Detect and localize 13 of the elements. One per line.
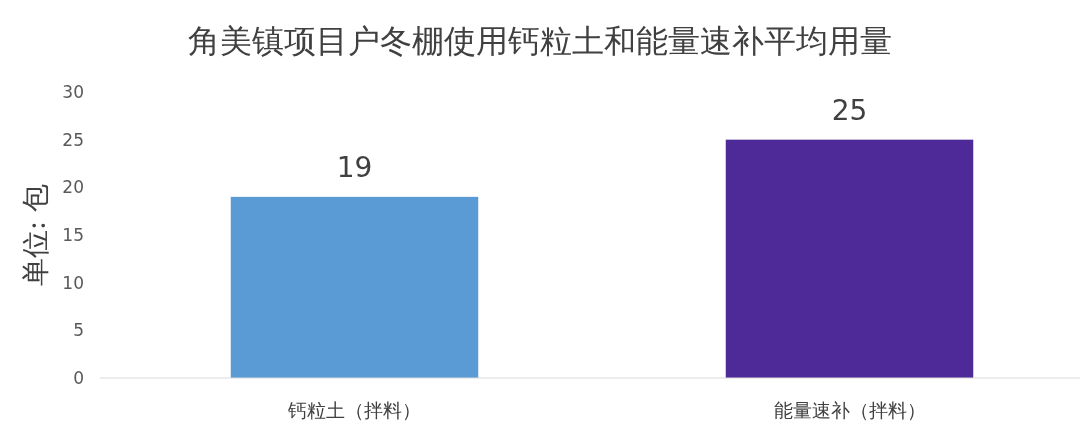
- data-label: 25: [831, 93, 868, 127]
- y-tick-label: 10: [62, 272, 84, 293]
- y-tick-label: 30: [62, 81, 84, 102]
- data-label: 19: [336, 150, 373, 184]
- x-tick-label: 钙粒土（拌料）: [287, 399, 421, 421]
- y-tick-label: 0: [73, 367, 84, 388]
- y-tick-label: 15: [62, 224, 84, 245]
- y-tick-label: 5: [73, 320, 84, 341]
- x-tick-label: 能量速补（拌料）: [773, 399, 926, 421]
- chart-title: 角美镇项目户冬棚使用钙粒土和能量速补平均用量: [188, 22, 892, 60]
- y-tick-label: 20: [62, 177, 84, 198]
- y-axis-title: 单位: 包: [19, 183, 52, 287]
- y-tick-label: 25: [62, 129, 84, 150]
